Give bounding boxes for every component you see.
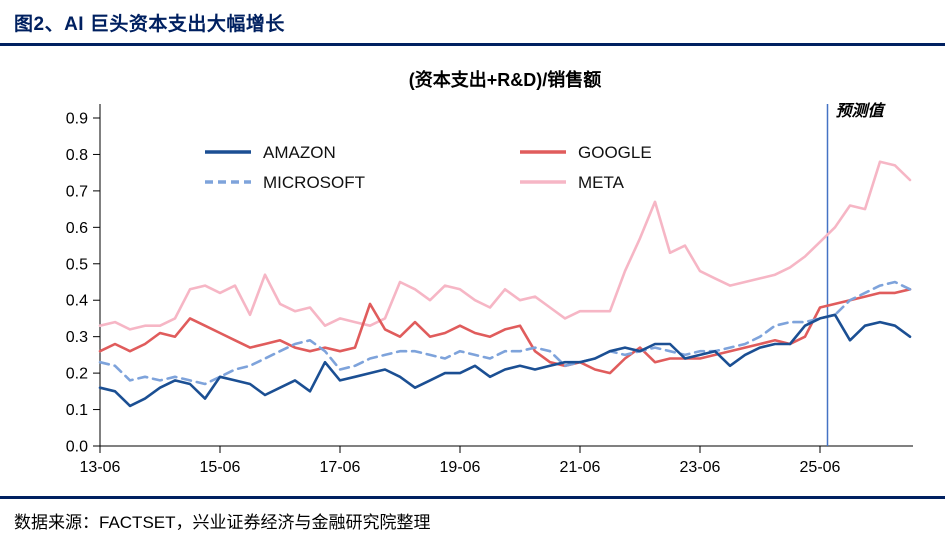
y-tick-label: 0.2 — [66, 366, 88, 383]
x-tick-label: 17-06 — [320, 459, 361, 476]
y-tick-label: 0.1 — [66, 402, 88, 419]
legend-label-meta: META — [578, 173, 625, 192]
series-line-microsoft — [98, 280, 912, 386]
capex-chart: (资本支出+R&D)/销售额 0.0 0.1 0.2 0.3 0.4 0.5 0.6 0.7 0.… — [66, 69, 913, 476]
x-tick-label: 15-06 — [200, 459, 241, 476]
series-line-google — [98, 288, 912, 375]
y-tick-label: 0.8 — [66, 147, 88, 164]
x-tick-label: 19-06 — [440, 459, 481, 476]
y-tick-label: 0.5 — [66, 256, 88, 273]
figure-header: 图2、AI 巨头资本支出大幅增长 — [0, 0, 945, 46]
legend-label-google: GOOGLE — [578, 143, 652, 162]
x-tick-label: 13-06 — [80, 459, 121, 476]
figure-title: 图2、AI 巨头资本支出大幅增长 — [14, 14, 285, 35]
series-line-meta — [98, 160, 912, 331]
figure-footer: 数据来源：FACTSET，兴业证券经济与金融研究院整理 — [0, 496, 945, 543]
x-tick-label: 23-06 — [680, 459, 721, 476]
x-tick-label: 21-06 — [560, 459, 601, 476]
y-tick-label: 0.3 — [66, 329, 88, 346]
chart-title: (资本支出+R&D)/销售额 — [409, 69, 602, 90]
chart-area: (资本支出+R&D)/销售额 0.0 0.1 0.2 0.3 0.4 0.5 0.6 0.7 0.… — [0, 46, 945, 496]
legend-label-amazon: AMAZON — [263, 143, 336, 162]
y-tick-label: 0.9 — [66, 111, 88, 128]
forecast-label: 预测值 — [836, 102, 887, 120]
y-tick-label: 0.7 — [66, 183, 88, 200]
series-line-amazon — [98, 313, 912, 408]
y-tick-label: 0.4 — [66, 293, 88, 310]
y-tick-label: 0.0 — [66, 439, 88, 456]
legend-label-microsoft: MICROSOFT — [263, 173, 365, 192]
y-tick-label: 0.6 — [66, 220, 88, 237]
data-source: 数据来源：FACTSET，兴业证券经济与金融研究院整理 — [14, 513, 431, 532]
x-tick-label: 25-06 — [800, 459, 841, 476]
